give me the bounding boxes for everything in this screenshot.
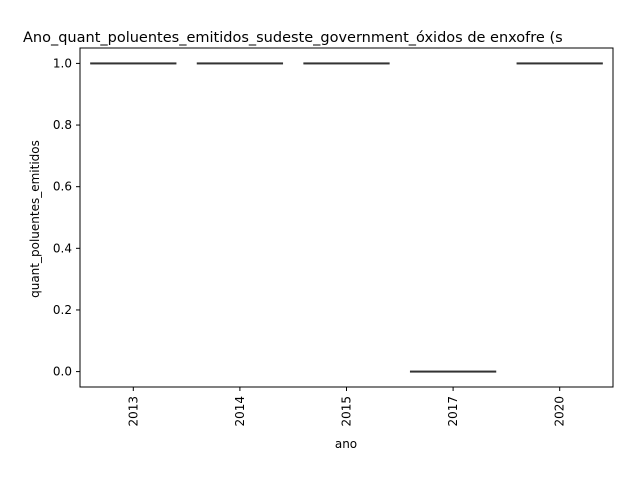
x-axis-label: ano xyxy=(335,437,357,451)
plot-frame xyxy=(79,47,614,388)
plot-area: 0.0 0.2 0.4 0.6 0.8 1.0 2013 2014 2015 2017 2020 xyxy=(53,47,614,427)
y-axis-label: quant_poluentes_emitidos xyxy=(28,140,42,298)
chart-title: Ano_quant_poluentes_emitidos_sudeste_gov… xyxy=(23,30,563,46)
x-tick-label: 2014 xyxy=(233,396,247,427)
x-tick-label: 2020 xyxy=(553,396,567,427)
x-tick-label: 2013 xyxy=(126,396,140,427)
y-tick-label: 0.6 xyxy=(53,180,72,194)
y-tick-label: 0.2 xyxy=(53,303,72,317)
x-tick-label: 2017 xyxy=(446,396,460,427)
y-tick-label: 0.8 xyxy=(53,118,72,132)
x-tick-label: 2015 xyxy=(340,396,354,427)
y-tick-label: 0.0 xyxy=(53,365,72,379)
y-tick-label: 1.0 xyxy=(53,56,72,70)
y-tick-label: 0.4 xyxy=(53,241,72,255)
